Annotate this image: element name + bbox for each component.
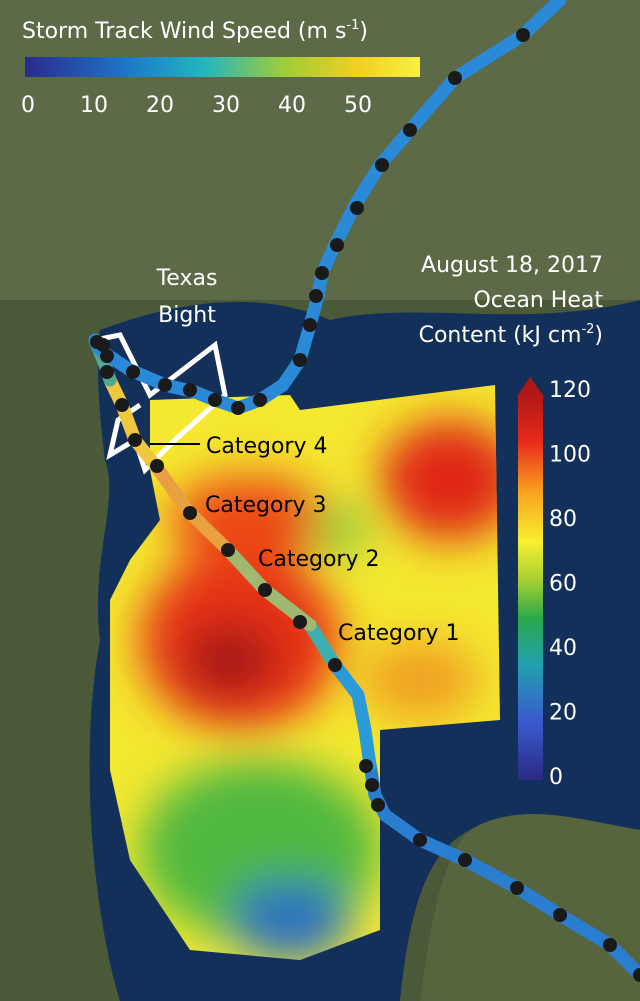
wind-colorbar [25,57,420,77]
track-point [128,433,142,447]
wind-tick-label: 40 [278,93,306,118]
heat-tick-label: 20 [549,701,577,726]
heat-title-1: Ocean Heat [473,288,603,313]
track-point [150,459,164,473]
track-point [293,353,307,367]
track-point [365,778,379,792]
track-point [315,266,329,280]
heat-title-2-text: Content (kJ cm [419,323,582,348]
heat-title-2-sup: -2 [581,322,594,337]
track-point [253,393,267,407]
track-point [96,338,110,352]
category-label: Category 2 [258,547,379,572]
track-point [603,938,617,952]
heat-tick-label: 120 [549,378,591,403]
track-point [359,759,373,773]
wind-tick-label: 20 [146,93,174,118]
track-point [553,908,567,922]
heat-date: August 18, 2017 [421,253,603,278]
track-point [350,201,364,215]
track-point [413,833,427,847]
heat-tick-label: 60 [549,572,577,597]
track-point [328,658,342,672]
category-label: Category 1 [338,621,459,646]
track-point [158,378,172,392]
track-point [183,383,197,397]
track-point [458,853,472,867]
wind-tick-label: 0 [21,93,35,118]
wind-title: Storm Track Wind Speed (m s-1) [22,18,368,44]
track-point [516,28,530,42]
wind-title-sup: -1 [346,18,359,33]
category-label: Category 3 [205,493,326,518]
track-point [126,365,140,379]
heat-title-2-end: ) [594,323,603,348]
track-point [510,881,524,895]
heat-content [110,385,500,960]
track-point [115,398,129,412]
heat-tick-label: 40 [549,636,577,661]
track-point [403,123,417,137]
heat-colorbar [518,395,543,780]
track-point [183,506,197,520]
category-label: Category 4 [206,434,327,459]
wind-title-text: Storm Track Wind Speed (m s [22,19,346,44]
track-point [208,393,222,407]
colorbar-arrow [518,377,543,395]
region-label: Bight [158,303,216,328]
land-north [0,0,640,300]
wind-tick-label: 30 [212,93,240,118]
wind-tick-label: 10 [80,93,108,118]
track-point [303,318,317,332]
track-point [100,349,114,363]
track-points [90,28,640,982]
track-point [258,583,272,597]
region-label: Texas [156,266,218,291]
track-point [448,71,462,85]
track-point [633,968,640,982]
wind-title-end: ) [359,19,368,44]
track-point [293,615,307,629]
track-point [330,238,344,252]
heat-tick-label: 0 [549,765,563,790]
track-point [371,798,385,812]
heat-title-2: Content (kJ cm-2) [419,322,603,348]
heat-tick-label: 80 [549,507,577,532]
track-point [231,401,245,415]
heat-tick-label: 100 [549,443,591,468]
track-point [309,289,323,303]
track-point [100,365,114,379]
wind-tick-label: 50 [344,93,372,118]
track-point [375,158,389,172]
track-point [221,543,235,557]
